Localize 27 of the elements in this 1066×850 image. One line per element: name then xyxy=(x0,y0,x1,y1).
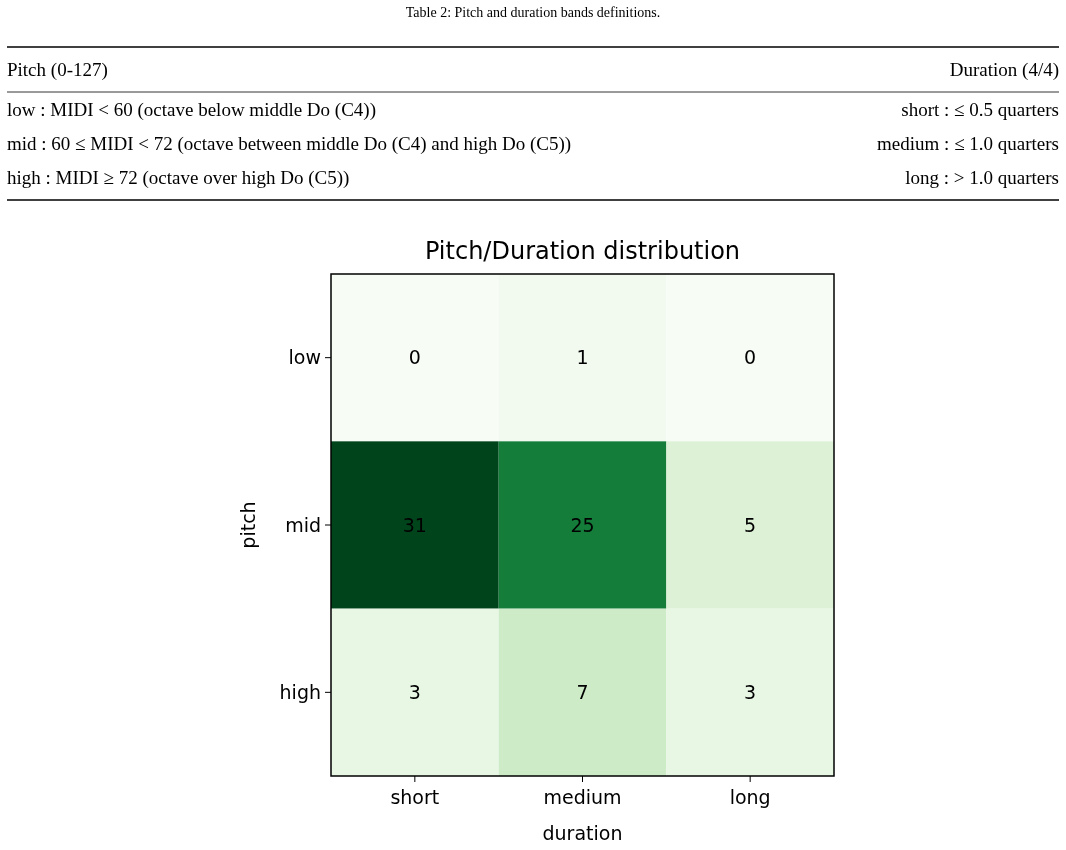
data-label: 1 xyxy=(576,346,589,369)
text: short : ≤ 0.5 quarters xyxy=(901,99,1059,120)
data-label: 0 xyxy=(744,346,757,369)
data-label: 31 xyxy=(402,513,427,536)
text: Pitch (0-127) xyxy=(7,59,108,81)
text: long : > 1.0 quarters xyxy=(905,167,1059,188)
x-tick-label: medium xyxy=(543,786,622,808)
x-tick-label: long xyxy=(729,786,771,808)
y-tick-label: mid xyxy=(285,513,321,536)
data-label: 5 xyxy=(744,513,757,536)
x-axis-title: duration xyxy=(542,822,623,844)
x-tick-label: short xyxy=(390,786,440,808)
y-tick-label: high xyxy=(279,680,321,703)
data-label: 3 xyxy=(408,680,421,703)
data-label: 25 xyxy=(570,513,595,536)
data-label: 0 xyxy=(408,346,421,369)
y-tick-label: low xyxy=(288,346,321,369)
text: Duration (4/4) xyxy=(949,59,1059,81)
y-axis-title: pitch xyxy=(237,501,259,549)
data-label: 7 xyxy=(576,680,589,703)
text: low : MIDI < 60 (octave below middle Do (C4)) xyxy=(7,99,376,121)
data-label: 3 xyxy=(744,680,757,703)
text: medium : ≤ 1.0 quarters xyxy=(877,133,1059,154)
chart-title: Pitch/Duration distribution xyxy=(424,237,741,265)
text: Table 2: Pitch and duration bands definitions. xyxy=(405,5,661,20)
text: mid : 60 ≤ MIDI < 72 (octave between middle Do (C4) and high Do (C5)) xyxy=(7,133,572,155)
text: high : MIDI ≥ 72 (octave over high Do (C5)) xyxy=(7,167,350,189)
